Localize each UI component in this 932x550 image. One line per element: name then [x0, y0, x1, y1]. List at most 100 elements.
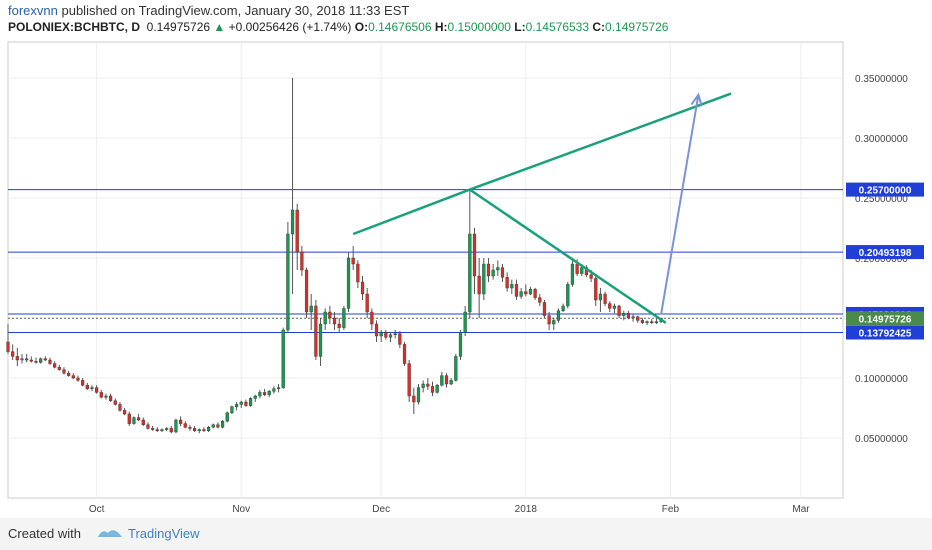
- candle-body: [328, 311, 332, 319]
- y-tick-label: 0.20000000: [855, 254, 908, 265]
- candle-body: [239, 401, 243, 405]
- candle-body: [416, 387, 421, 403]
- plot-area: [7, 41, 844, 499]
- price-badges: 0.257000000.204931980.153362060.13792425…: [846, 182, 924, 340]
- candle-body: [137, 417, 141, 421]
- candle-body: [323, 311, 327, 325]
- candle-body: [370, 311, 374, 325]
- up-arrow-icon: ▲: [213, 20, 226, 34]
- candle-body: [53, 363, 57, 368]
- candle-body: [262, 392, 267, 395]
- projection-arrow-head: [690, 92, 703, 107]
- candle-body: [510, 284, 514, 289]
- candle-body: [524, 291, 528, 295]
- axes: 0.050000000.100000000.150000000.20000000…: [89, 74, 908, 515]
- candle-body: [25, 358, 29, 361]
- candle-body: [95, 387, 99, 393]
- candle-body: [267, 391, 271, 396]
- candle-body: [542, 302, 547, 316]
- candle-body: [538, 297, 542, 303]
- candle-body: [183, 423, 187, 428]
- candle-body: [318, 323, 323, 357]
- candle-body: [496, 267, 500, 271]
- candle-body: [151, 428, 155, 430]
- candle-body: [127, 413, 131, 424]
- candle-body: [123, 410, 127, 415]
- candle-body: [141, 419, 145, 426]
- candle-body: [248, 398, 253, 406]
- candle-body: [500, 267, 505, 278]
- candle-body: [300, 251, 304, 271]
- publish-line: forexvnn published on TradingView.com, J…: [8, 3, 409, 18]
- chart-header: forexvnn published on TradingView.com, J…: [0, 0, 932, 40]
- candle-body: [304, 269, 309, 313]
- symbol-label[interactable]: POLONIEX:BCHBTC, D: [8, 20, 140, 34]
- candle-body: [626, 313, 631, 319]
- candle-body: [206, 427, 211, 432]
- candle-body: [514, 284, 519, 297]
- candle-body: [276, 387, 281, 390]
- candle-body: [412, 395, 416, 403]
- candle-body: [407, 363, 411, 397]
- candle-body: [71, 375, 75, 379]
- candle-body: [547, 315, 551, 325]
- candle-body: [6, 341, 10, 352]
- y-tick-label: 0.35000000: [855, 74, 908, 85]
- candlestick-chart[interactable]: 0.050000000.100000000.150000000.20000000…: [0, 40, 932, 518]
- y-tick-label: 0.10000000: [855, 374, 908, 385]
- close-value: 0.14975726: [605, 20, 669, 34]
- tradingview-brand[interactable]: TradingView: [128, 526, 200, 541]
- candle-body: [468, 233, 472, 313]
- candle-body: [402, 344, 407, 364]
- trend-drawings[interactable]: [352, 92, 732, 324]
- candle-body: [346, 257, 351, 309]
- candle-body: [463, 311, 467, 333]
- y-tick-label: 0.05000000: [855, 434, 908, 445]
- open-label: O:: [354, 20, 369, 34]
- x-tick-label: Nov: [232, 504, 250, 515]
- candle-body: [234, 404, 239, 407]
- candle-body: [533, 288, 537, 298]
- level-badge: 0.25700000: [859, 186, 912, 197]
- high-label: H:: [434, 20, 448, 34]
- candle-body: [314, 305, 318, 357]
- y-tick-label: 0.30000000: [855, 134, 908, 145]
- candle-body: [57, 367, 61, 370]
- x-tick-label: 2018: [515, 504, 538, 515]
- candle-body: [552, 320, 556, 325]
- level-badge-bg: [846, 182, 924, 197]
- candle-body: [230, 406, 234, 413]
- candle-body: [295, 209, 299, 253]
- candle-body: [482, 263, 486, 295]
- candle-body: [650, 321, 654, 324]
- candle-body: [29, 359, 33, 362]
- candle-body: [636, 316, 640, 321]
- candle-body: [332, 317, 337, 325]
- author-link[interactable]: forexvnn: [8, 3, 58, 18]
- candle-body: [178, 419, 183, 424]
- candle-body: [211, 424, 215, 428]
- candle-body: [62, 369, 66, 374]
- current-price-badge-bg: [846, 311, 924, 326]
- candle-body: [421, 383, 425, 388]
- candle-body: [612, 305, 617, 309]
- candle-body: [11, 351, 15, 357]
- candle-body: [34, 361, 38, 363]
- candle-body: [645, 321, 649, 324]
- candle-body: [454, 356, 458, 381]
- x-tick-label: Dec: [372, 504, 390, 515]
- horizontal-levels[interactable]: [8, 189, 843, 333]
- high-value: 0.15000000: [447, 20, 511, 34]
- candle-body: [379, 332, 383, 337]
- candle-body: [393, 333, 397, 336]
- candle-body: [81, 380, 85, 386]
- candle-body: [365, 293, 369, 313]
- candle-body: [90, 387, 94, 390]
- created-with-label: Created with: [8, 526, 81, 541]
- candle-body: [39, 358, 43, 363]
- current-price-badge: 0.14975726: [859, 314, 912, 325]
- low-value: 0.14576533: [525, 20, 590, 34]
- candle-body: [337, 323, 341, 328]
- candle-body: [617, 305, 621, 316]
- candle-body: [155, 429, 159, 432]
